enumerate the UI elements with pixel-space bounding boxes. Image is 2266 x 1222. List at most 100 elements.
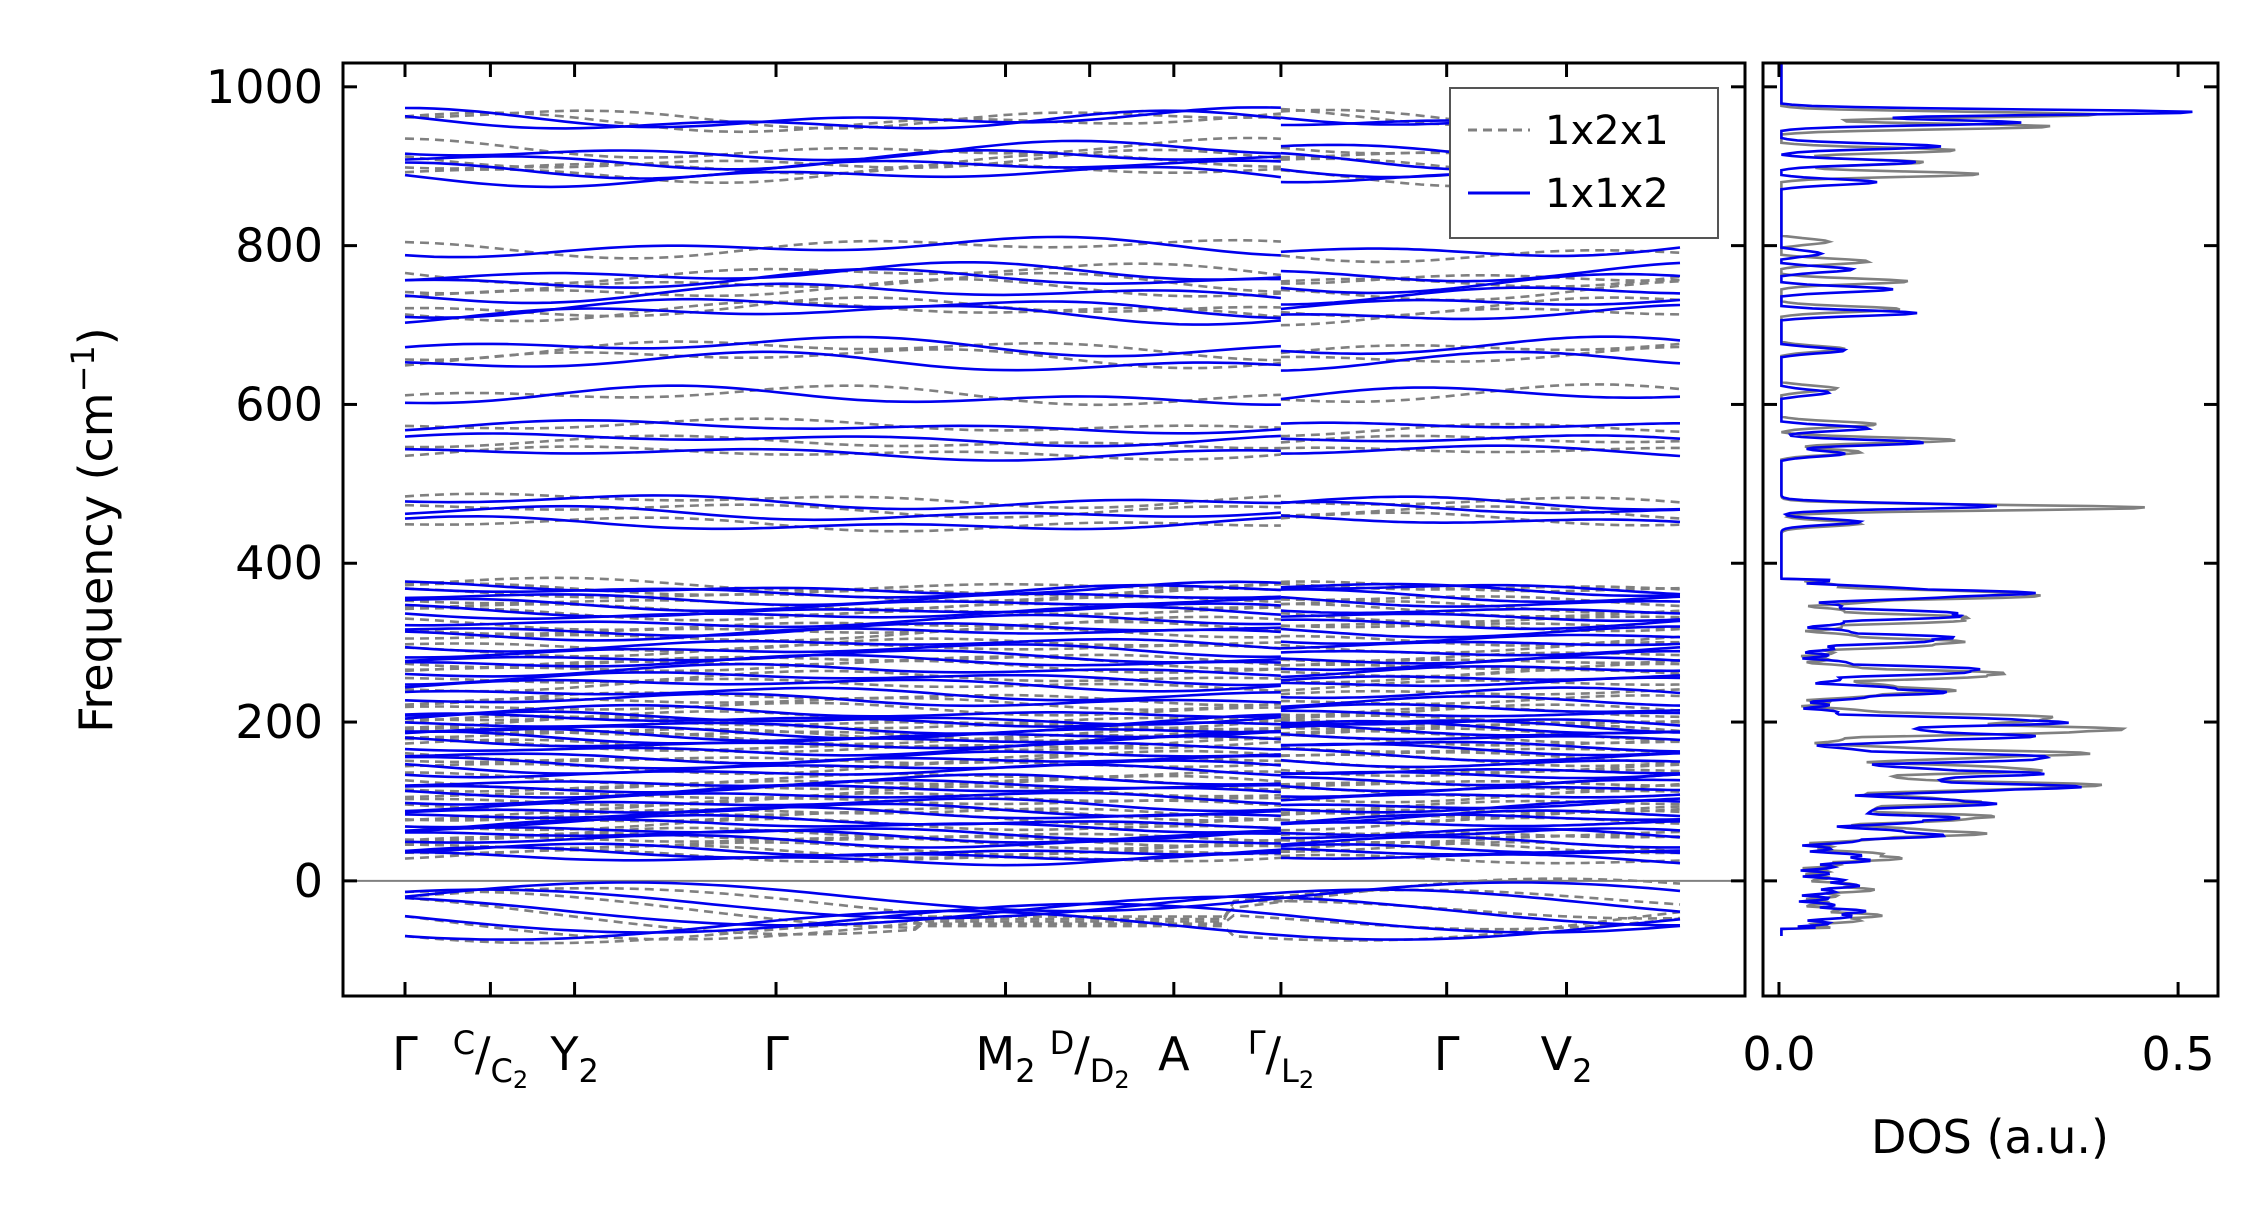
soft-mode-1x1x2-0 (404, 881, 1681, 913)
band-1x1x2-24-0 (404, 597, 1281, 613)
band-1x1x2-42-0 (404, 721, 1281, 735)
band-1x1x2-7-1 (1280, 261, 1681, 283)
band-1x1x2-16-0 (404, 432, 1281, 448)
band-1x2x1-55-0 (404, 791, 1281, 807)
band-1x2x1-26-1 (1280, 611, 1681, 624)
band-1x1x2-20-0 (404, 514, 1281, 531)
band-1x2x1-11-0 (404, 300, 1282, 323)
band-1x1x2-7-0 (404, 261, 1281, 282)
band-1x1x2-42-1 (1280, 719, 1681, 734)
band-1x1x2-61-1 (1280, 827, 1681, 837)
band-1x2x1-11-1 (1280, 307, 1681, 327)
band-1x2x1-6-1 (1280, 249, 1681, 264)
y-tick-label-1000: 1000 (206, 60, 323, 114)
x-tick-label-part-c-c2-1: / (475, 1027, 491, 1081)
x-tick-label-part-d-d2-3: 2 (1114, 1066, 1129, 1094)
x-tick-label-part-gamma-l2-1: / (1266, 1027, 1282, 1081)
band-1x1x2-35-0 (404, 671, 1281, 687)
band-1x1x2-27-1 (1280, 618, 1681, 631)
band-1x1x2-36-1 (1280, 676, 1681, 688)
band-1x2x1-32-0 (404, 653, 1281, 669)
band-1x1x2-34-1 (1280, 665, 1681, 679)
x-tick-label-part-a-0: A (1158, 1027, 1190, 1081)
dos-x-tick-label-1: 0.5 (2142, 1027, 2215, 1081)
band-1x1x2-57-1 (1280, 799, 1681, 814)
band-1x2x1-63-0 (404, 835, 1281, 851)
band-1x1x2-39-0 (404, 703, 1281, 719)
dos-lines (1780, 63, 2193, 936)
band-lines (343, 106, 1745, 945)
x-tick-label-part-v2-0: V (1541, 1027, 1573, 1081)
band-1x2x1-43-1 (1280, 722, 1681, 733)
x-tick-label-m2: M2 (975, 1027, 1035, 1090)
band-1x1x2-6-0 (404, 235, 1281, 259)
band-1x1x2-26-0 (404, 605, 1281, 620)
band-1x1x2-62-0 (405, 829, 1281, 844)
band-1x1x2-60-1 (1280, 820, 1681, 828)
band-1x2x1-59-0 (404, 810, 1281, 826)
band-1x2x1-55-1 (1280, 789, 1681, 804)
dos-plot-frame (1761, 61, 2220, 998)
band-1x1x2-9-0 (404, 282, 1282, 305)
x-tick-label-part-d-d2-2: D (1090, 1052, 1115, 1090)
soft-mode-1x2x1-4 (404, 910, 1681, 945)
x-tick-label-part-m2-1: 2 (1015, 1052, 1035, 1090)
band-1x1x2-6-1 (1280, 246, 1681, 258)
x-tick-label-part-c-c2-2: C (491, 1052, 513, 1090)
band-1x2x1-42-0 (404, 714, 1281, 731)
band-1x1x2-45-1 (1280, 732, 1681, 742)
soft-mode-1x1x2-4 (404, 909, 1681, 941)
band-1x1x2-2-0 (404, 139, 1281, 162)
band-1x2x1-46-0 (404, 738, 1281, 754)
band-1x1x2-37-0 (404, 686, 1281, 702)
dos-axis-ticks: 0.0 0.5 (1742, 63, 2215, 1081)
band-1x2x1-10-0 (404, 296, 1281, 318)
band-1x1x2-0-0 (404, 106, 1281, 129)
x-tick-label-part-c-c2-3: 2 (513, 1066, 528, 1094)
band-1x2x1-61-0 (404, 826, 1281, 843)
band-1x1x2-36-0 (404, 678, 1281, 693)
band-1x2x1-17-1 (1280, 446, 1680, 454)
soft-mode-1x1x2-3 (404, 902, 1681, 934)
band-1x1x2-4-0 (404, 159, 1281, 180)
band-1x1x2-8-1 (1280, 272, 1681, 295)
legend-box (1449, 87, 1719, 239)
band-1x1x2-14-1 (1280, 386, 1681, 401)
y-axis-title-text: Frequency (cm (69, 392, 123, 732)
band-1x1x2-38-0 (404, 692, 1281, 708)
band-1x1x2-15-0 (404, 418, 1281, 435)
x-tick-label-c-c2: C/C2 (453, 1024, 528, 1094)
band-1x2x1-43-0 (404, 726, 1281, 742)
band-1x1x2-34-0 (404, 662, 1281, 678)
band-1x2x1-39-0 (404, 701, 1281, 717)
band-1x2x1-50-0 (404, 760, 1281, 776)
band-1x2x1-29-1 (1280, 634, 1681, 647)
band-1x1x2-39-1 (1280, 702, 1681, 714)
band-1x1x2-54-0 (404, 784, 1281, 799)
band-1x2x1-30-0 (404, 637, 1281, 653)
band-1x1x2-17-1 (1280, 444, 1681, 458)
soft-mode-1x2x1-0 (404, 877, 1681, 918)
band-1x2x1-36-1 (1280, 679, 1681, 692)
band-1x2x1-12-0 (404, 340, 1281, 362)
x-tick-label-part-v2-1: 2 (1572, 1052, 1592, 1090)
y-axis-title: Frequency (cm−1) (64, 327, 123, 732)
band-1x1x2-30-1 (1280, 640, 1681, 650)
band-1x1x2-38-1 (1280, 695, 1681, 708)
band-1x1x2-37-1 (1280, 686, 1681, 700)
band-1x1x2-63-0 (404, 833, 1281, 849)
band-1x2x1-66-0 (404, 848, 1281, 864)
x-tick-label-part-d-d2-1: / (1074, 1027, 1090, 1081)
band-1x1x2-9-1 (1280, 286, 1681, 306)
band-1x1x2-11-1 (1280, 303, 1681, 321)
band-1x2x1-9-1 (1280, 280, 1681, 302)
band-1x2x1-66-1 (1280, 853, 1681, 865)
x-tick-label-part-d-d2-0: D (1050, 1024, 1075, 1062)
band-1x1x2-13-0 (404, 350, 1281, 372)
soft-mode-1x1x2-2 (404, 895, 1680, 927)
band-1x2x1-44-0 (404, 727, 1281, 742)
band-1x2x1-16-1 (1280, 434, 1681, 444)
band-1x1x2-23-1 (1280, 588, 1681, 604)
